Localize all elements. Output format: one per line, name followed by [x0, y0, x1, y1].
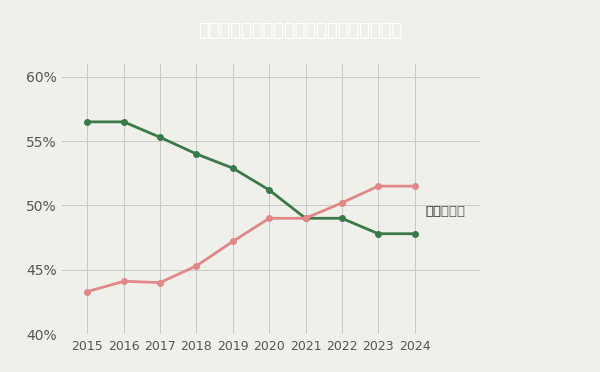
Text: 推薦・総合: 推薦・総合 [425, 205, 466, 218]
Text: 一般: 一般 [425, 205, 442, 218]
Text: 学校推薦型・総合型選抜の入学者数の推移: 学校推薦型・総合型選抜の入学者数の推移 [198, 22, 402, 40]
